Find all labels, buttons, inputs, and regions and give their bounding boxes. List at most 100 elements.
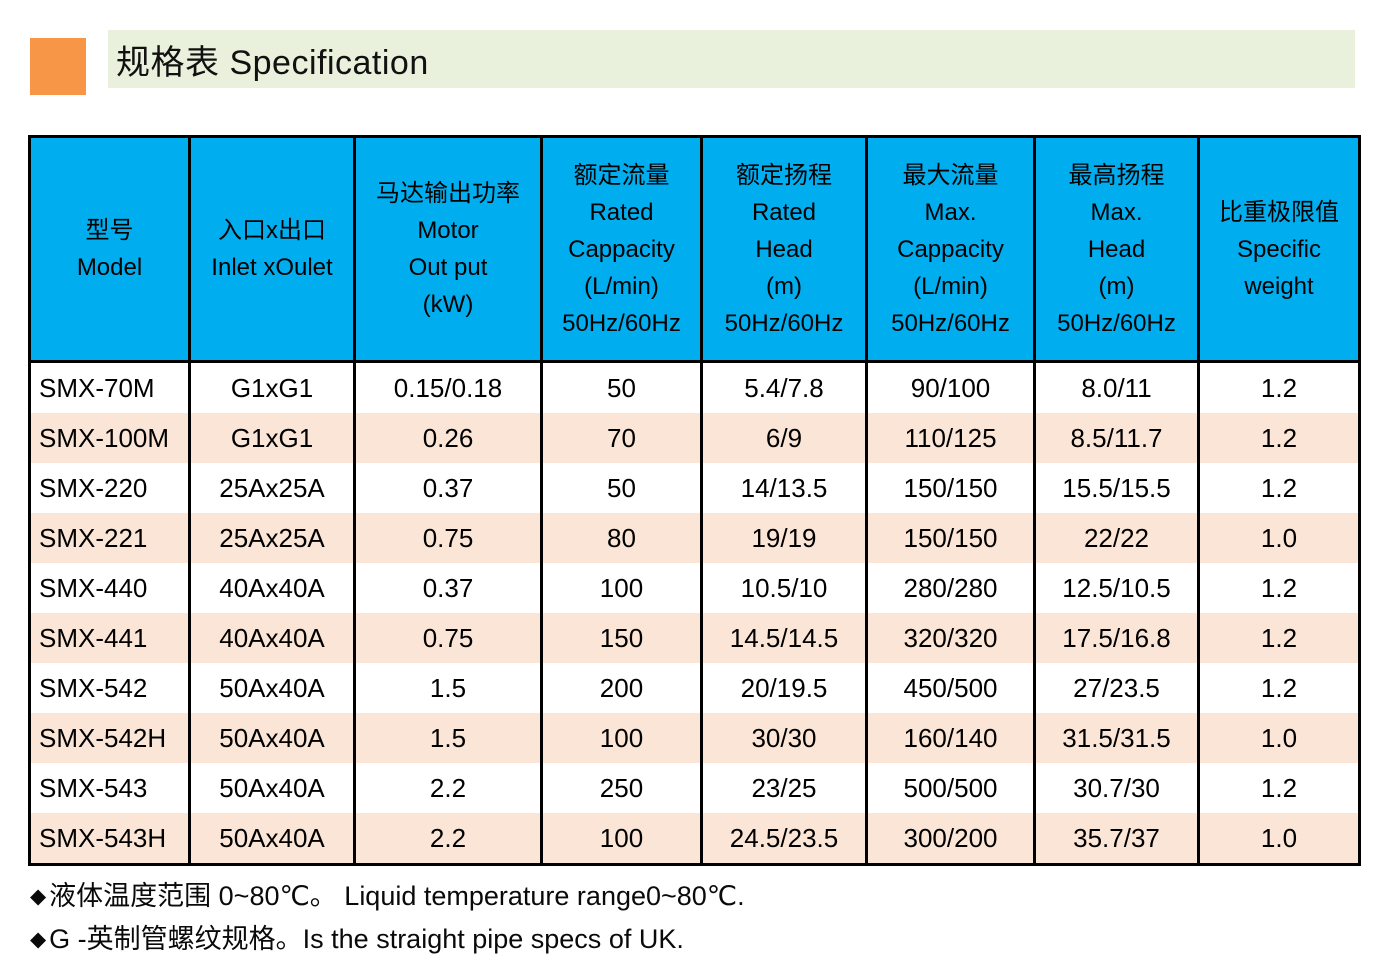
cell-max-capacity: 150/150	[865, 513, 1035, 563]
cell-motor-output: 1.5	[353, 663, 542, 713]
cell-specific-weight: 1.2	[1197, 361, 1360, 413]
header-line: 马达输出功率	[376, 180, 520, 207]
header-line: Rated	[751, 198, 817, 226]
cell-max-capacity: 280/280	[865, 563, 1035, 613]
cell-rated-head: 5.4/7.8	[700, 361, 867, 413]
column-header-inlet-outlet: 入口x出口 Inlet xOulet	[188, 136, 355, 363]
column-header-max-capacity: 最大流量 Max. Cappacity (L/min) 50Hz/60Hz	[865, 136, 1035, 363]
header-line: 50Hz/60Hz	[1057, 309, 1176, 337]
cell-max-capacity: 300/200	[865, 813, 1035, 865]
header-line: 50Hz/60Hz	[562, 309, 681, 337]
cell-model: SMX-70M	[39, 373, 155, 403]
header-line: Inlet xOulet	[211, 254, 333, 281]
cell-specific-weight: 1.0	[1197, 513, 1360, 563]
cell-model: SMX-100M	[29, 413, 190, 463]
cell-specific-weight: 1.0	[1197, 713, 1360, 763]
cell-motor-output: 0.26	[353, 413, 542, 463]
header-line: Head	[755, 235, 813, 263]
table-row: SMX-542 50Ax40A 1.5 200 20/19.5 450/500 27/23.…	[30, 663, 1360, 713]
cell-rated-capacity: 50	[540, 463, 702, 513]
cell-motor-output: 0.75	[353, 513, 542, 563]
cell-model: SMX-542	[39, 673, 148, 703]
header-line: 型号	[85, 217, 134, 244]
cell-rated-capacity: 80	[540, 513, 702, 563]
orange-accent-square	[30, 38, 86, 95]
cell-max-head: 31.5/31.5	[1033, 713, 1199, 763]
column-header-model: 型号 Model	[29, 136, 190, 363]
table-header-row: 型号 Model 入口x出口 Inlet xOulet 马达输出功率 Motor Out p…	[29, 136, 1360, 363]
header-line: 额定扬程	[736, 161, 832, 189]
cell-specific-weight: 1.2	[1197, 663, 1360, 713]
cell-inlet-outlet: 50Ax40A	[188, 813, 355, 865]
header-line: Head	[1087, 235, 1146, 263]
cell-max-capacity: 450/500	[865, 663, 1035, 713]
header-line: (L/min)	[913, 272, 988, 300]
cell-inlet-outlet: G1xG1	[188, 361, 355, 413]
cell-specific-weight: 1.2	[1197, 763, 1360, 813]
page-title: 规格表 Specification	[116, 43, 429, 82]
title-band: 规格表 Specification	[108, 30, 1355, 88]
cell-max-head: 12.5/10.5	[1033, 563, 1199, 613]
table-row: SMX-543H 50Ax40A 2.2 100 24.5/23.5 300/200 35.…	[29, 813, 1360, 865]
cell-max-capacity: 150/150	[865, 463, 1035, 513]
cell-rated-head: 30/30	[700, 713, 867, 763]
cell-max-capacity: 110/125	[865, 413, 1035, 463]
cell-max-head: 30.7/30	[1033, 763, 1199, 813]
cell-rated-capacity: 200	[540, 663, 702, 713]
cell-specific-weight: 1.2	[1197, 413, 1360, 463]
footnotes: ◆ 液体温度范围 0~80℃。 Liquid temperature range0…	[30, 876, 745, 962]
cell-model: SMX-220	[39, 473, 148, 503]
cell-inlet-outlet: 50Ax40A	[188, 713, 355, 763]
header-line: weight	[1244, 272, 1314, 300]
cell-specific-weight: 1.0	[1197, 813, 1360, 865]
cell-motor-output: 2.2	[353, 813, 542, 865]
cell-max-capacity: 160/140	[865, 713, 1035, 763]
cell-rated-capacity: 70	[540, 413, 702, 463]
cell-model: SMX-441	[29, 613, 190, 663]
table-row: SMX-100M G1xG1 0.26 70 6/9 110/125 8.5/11.7 1.2	[29, 413, 1360, 463]
cell-inlet-outlet: 40Ax40A	[188, 563, 355, 613]
header-line: Out put	[408, 254, 488, 281]
cell-max-head: 35.7/37	[1033, 813, 1199, 865]
header-line: (m)	[766, 272, 802, 300]
cell-motor-output: 0.37	[353, 463, 542, 513]
header-line: 入口x出口	[218, 217, 326, 244]
header-line: Cappacity	[897, 235, 1004, 263]
header-line: 最高扬程	[1068, 161, 1165, 189]
cell-motor-output: 2.2	[353, 763, 542, 813]
cell-rated-capacity: 100	[540, 563, 702, 613]
cell-rated-head: 19/19	[700, 513, 867, 563]
header-line: (kW)	[422, 291, 474, 318]
cell-rated-capacity: 100	[540, 713, 702, 763]
specification-table: 型号 Model 入口x出口 Inlet xOulet 马达输出功率 Motor Out p…	[28, 135, 1361, 866]
cell-inlet-outlet: 40Ax40A	[188, 613, 355, 663]
column-header-rated-capacity: 额定流量 Rated Cappacity (L/min) 50Hz/60Hz	[540, 136, 702, 363]
header-line: Max.	[924, 198, 977, 226]
table-row: SMX-441 40Ax40A 0.75 150 14.5/14.5 320/320 17.…	[29, 613, 1360, 663]
cell-model: SMX-543H	[29, 813, 190, 865]
cell-model: SMX-542H	[29, 713, 190, 763]
column-header-specific-weight: 比重极限值 Specific weight	[1197, 136, 1360, 363]
cell-motor-output: 0.37	[353, 563, 542, 613]
column-header-rated-head: 额定扬程 Rated Head (m) 50Hz/60Hz	[700, 136, 867, 363]
header-line: 50Hz/60Hz	[891, 309, 1010, 337]
cell-specific-weight: 1.2	[1197, 463, 1360, 513]
cell-motor-output: 0.15/0.18	[353, 361, 542, 413]
cell-rated-head: 20/19.5	[700, 663, 867, 713]
cell-max-head: 27/23.5	[1033, 663, 1199, 713]
column-header-max-head: 最高扬程 Max. Head (m) 50Hz/60Hz	[1033, 136, 1199, 363]
header-line: 最大流量	[902, 161, 999, 189]
header-line: (L/min)	[584, 272, 659, 300]
cell-rated-head: 14/13.5	[700, 463, 867, 513]
header-line: Motor	[417, 217, 479, 244]
cell-inlet-outlet: 25Ax25A	[188, 463, 355, 513]
cell-motor-output: 1.5	[353, 713, 542, 763]
header-line: (m)	[1098, 272, 1135, 300]
header-line: Model	[76, 254, 143, 281]
footnote-temperature: ◆ 液体温度范围 0~80℃。 Liquid temperature range0…	[30, 876, 745, 919]
cell-rated-head: 14.5/14.5	[700, 613, 867, 663]
cell-rated-capacity: 100	[540, 813, 702, 865]
header-line: Max.	[1090, 198, 1143, 226]
cell-model: SMX-221	[29, 513, 190, 563]
